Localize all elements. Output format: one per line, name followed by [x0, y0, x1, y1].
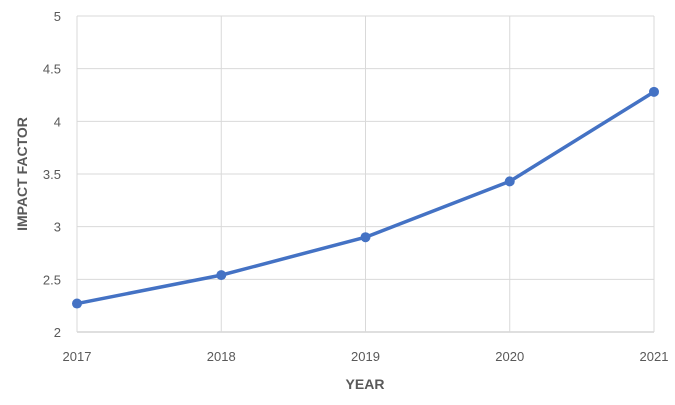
y-tick-label: 5 — [54, 9, 61, 24]
x-tick-label: 2021 — [640, 349, 669, 364]
y-tick-label: 2 — [54, 325, 61, 340]
y-axis-ticks: 2 2.5 3 3.5 4 4.5 5 — [43, 9, 61, 340]
data-point — [504, 176, 515, 187]
y-tick-label: 4 — [54, 114, 61, 129]
x-tick-label: 2018 — [207, 349, 236, 364]
y-tick-label: 4.5 — [43, 62, 61, 77]
y-tick-label: 2.5 — [43, 272, 61, 287]
data-point — [216, 270, 227, 281]
x-axis-title: YEAR — [346, 376, 385, 392]
data-point — [649, 86, 659, 97]
data-point — [72, 298, 82, 309]
grid — [76, 15, 655, 333]
x-tick-label: 2017 — [63, 349, 92, 364]
data-point — [360, 232, 371, 243]
x-tick-label: 2020 — [495, 349, 524, 364]
series — [72, 86, 659, 309]
y-axis-title: IMPACT FACTOR — [14, 117, 30, 231]
y-tick-label: 3 — [54, 220, 61, 235]
x-tick-label: 2019 — [351, 349, 380, 364]
y-tick-label: 3.5 — [43, 167, 61, 182]
x-axis-ticks: 2017 2018 2019 2020 2021 — [63, 349, 669, 364]
